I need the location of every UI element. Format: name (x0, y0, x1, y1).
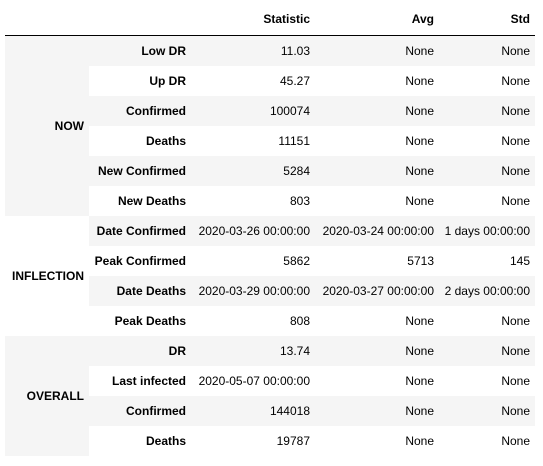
std-cell: 145 (439, 245, 535, 276)
column-header-std: Std (439, 4, 535, 36)
avg-cell: None (315, 125, 439, 156)
row-label: Peak Deaths (89, 305, 191, 336)
statistic-cell: 2020-03-26 00:00:00 (191, 215, 315, 246)
table-body: NOW Low DR 11.03 None None Up DR 45.27 N… (5, 35, 535, 456)
index-header-level-1 (89, 4, 191, 36)
table-row: New Deaths 803 None None (5, 185, 535, 216)
table-row: Deaths 11151 None None (5, 125, 535, 156)
statistic-cell: 13.74 (191, 335, 315, 366)
row-label: Up DR (89, 65, 191, 96)
statistic-cell: 2020-03-29 00:00:00 (191, 275, 315, 306)
row-label: DR (89, 335, 191, 366)
index-header-level-0 (5, 4, 89, 36)
std-cell: None (439, 125, 535, 156)
group-label-overall: OVERALL (5, 335, 89, 456)
row-label: Peak Confirmed (89, 245, 191, 276)
std-cell: None (439, 65, 535, 96)
avg-cell: None (315, 425, 439, 456)
statistic-cell: 100074 (191, 95, 315, 126)
statistic-cell: 803 (191, 185, 315, 216)
table-header: Statistic Avg Std (5, 4, 535, 36)
std-cell: None (439, 425, 535, 456)
statistic-cell: 11.03 (191, 35, 315, 66)
row-label: Date Deaths (89, 275, 191, 306)
group-label-now: NOW (5, 35, 89, 216)
std-cell: None (439, 35, 535, 66)
avg-cell: None (315, 35, 439, 66)
row-label: Deaths (89, 425, 191, 456)
header-row: Statistic Avg Std (5, 4, 535, 36)
row-label: Last infected (89, 365, 191, 396)
column-header-avg: Avg (315, 4, 439, 36)
std-cell: None (439, 95, 535, 126)
row-label: Low DR (89, 35, 191, 66)
avg-cell: 5713 (315, 245, 439, 276)
avg-cell: None (315, 65, 439, 96)
std-cell: None (439, 185, 535, 216)
table-row: OVERALL DR 13.74 None None (5, 335, 535, 456)
avg-cell: None (315, 395, 439, 426)
std-cell: None (439, 335, 535, 366)
group-label-inflection: INFLECTION (5, 215, 89, 336)
table-row: Confirmed 100074 None None (5, 95, 535, 126)
statistic-cell: 808 (191, 305, 315, 336)
statistic-cell: 144018 (191, 395, 315, 426)
statistic-cell: 5284 (191, 155, 315, 186)
statistic-cell: 11151 (191, 125, 315, 156)
statistic-cell: 45.27 (191, 65, 315, 96)
table-row: New Confirmed 5284 None None (5, 155, 535, 186)
table-row: Up DR 45.27 None None (5, 65, 535, 96)
statistic-cell: 2020-05-07 00:00:00 (191, 365, 315, 396)
row-label: Confirmed (89, 95, 191, 126)
std-cell: 1 days 00:00:00 (439, 215, 535, 246)
row-label: Confirmed (89, 395, 191, 426)
std-cell: 2 days 00:00:00 (439, 275, 535, 306)
avg-cell: None (315, 95, 439, 126)
std-cell: None (439, 395, 535, 426)
avg-cell: None (315, 305, 439, 336)
table-row: Deaths 19787 None None (5, 425, 535, 456)
std-cell: None (439, 155, 535, 186)
table-row: Date Deaths 2020-03-29 00:00:00 2020-03-… (5, 275, 535, 306)
statistic-cell: 19787 (191, 425, 315, 456)
dataframe-table: Statistic Avg Std NOW Low DR 11.03 None … (5, 4, 535, 456)
std-cell: None (439, 305, 535, 336)
row-label: Deaths (89, 125, 191, 156)
avg-cell: 2020-03-27 00:00:00 (315, 275, 439, 306)
table-row: Confirmed 144018 None None (5, 395, 535, 426)
avg-cell: 2020-03-24 00:00:00 (315, 215, 439, 246)
avg-cell: None (315, 365, 439, 396)
table-row: Peak Deaths 808 None None (5, 305, 535, 336)
table-row: Peak Confirmed 5862 5713 145 (5, 245, 535, 276)
row-label: New Confirmed (89, 155, 191, 186)
table-row: Last infected 2020-05-07 00:00:00 None N… (5, 365, 535, 396)
column-header-statistic: Statistic (191, 4, 315, 36)
row-label: Date Confirmed (89, 215, 191, 246)
std-cell: None (439, 365, 535, 396)
table-row: NOW Low DR 11.03 None None (5, 35, 535, 216)
row-label: New Deaths (89, 185, 191, 216)
avg-cell: None (315, 185, 439, 216)
statistic-cell: 5862 (191, 245, 315, 276)
avg-cell: None (315, 335, 439, 366)
avg-cell: None (315, 155, 439, 186)
table-row: INFLECTION Date Confirmed 2020-03-26 00:… (5, 215, 535, 336)
